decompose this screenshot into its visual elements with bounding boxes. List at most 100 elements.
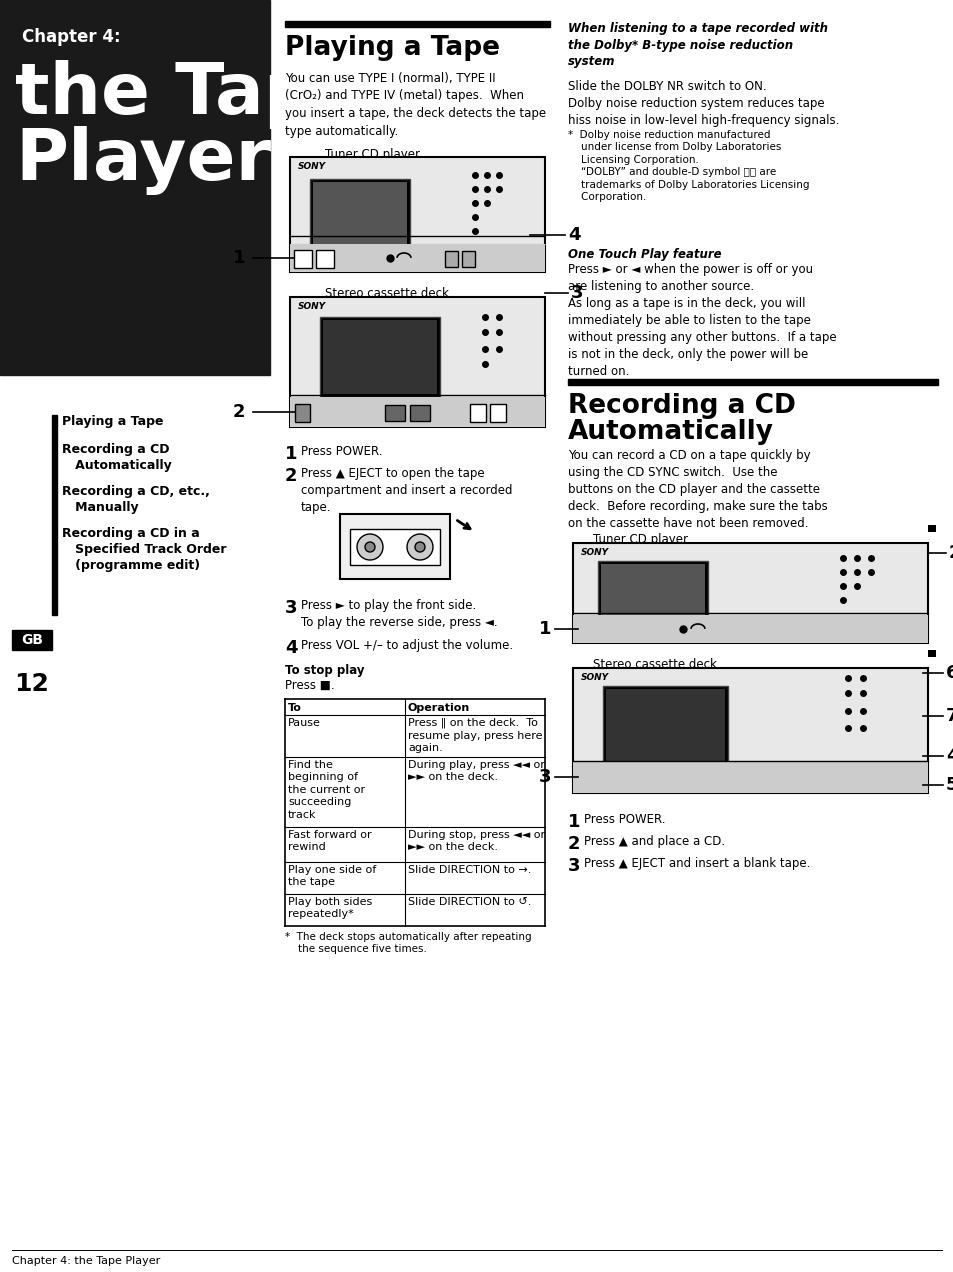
Bar (323, 321, 436, 394)
Text: Pause: Pause (288, 717, 320, 728)
Text: Recording a CD
Automatically: Recording a CD Automatically (567, 393, 795, 445)
Text: Chapter 4: the Tape Player: Chapter 4: the Tape Player (12, 1255, 160, 1266)
Text: Chapter 4:: Chapter 4: (22, 28, 120, 46)
Text: Find the
beginning of
the current or
succeeding
track: Find the beginning of the current or suc… (288, 759, 365, 819)
Text: *  Dolby noise reduction manufactured
    under license from Dolby Laboratories
: * Dolby noise reduction manufactured und… (567, 130, 809, 202)
Circle shape (365, 542, 375, 552)
Text: Press ‖ on the deck.  To
resume play, press here
again.: Press ‖ on the deck. To resume play, pre… (408, 717, 542, 753)
Text: the Tape
Player: the Tape Player (15, 60, 364, 196)
Bar (290, 296, 544, 427)
Text: 4: 4 (945, 747, 953, 764)
Bar (461, 251, 475, 267)
Text: 1: 1 (567, 813, 579, 831)
Circle shape (415, 542, 424, 552)
Text: You can record a CD on a tape quickly by
using the CD SYNC switch.  Use the
butt: You can record a CD on a tape quickly by… (567, 449, 827, 530)
Bar (927, 650, 935, 658)
Text: Press ▲ and place a CD.: Press ▲ and place a CD. (583, 834, 724, 848)
Bar (294, 404, 310, 422)
Bar (573, 761, 927, 792)
Bar (313, 182, 407, 244)
Bar (290, 156, 544, 272)
Text: 1: 1 (537, 619, 551, 639)
Text: Slide the DOLBY NR switch to ON.
Dolby noise reduction system reduces tape
hiss : Slide the DOLBY NR switch to ON. Dolby n… (567, 80, 839, 127)
Bar (567, 379, 937, 385)
Text: SONY: SONY (297, 301, 326, 310)
Text: Stereo cassette deck: Stereo cassette deck (325, 287, 449, 300)
Text: To: To (288, 703, 301, 714)
Text: 3: 3 (537, 768, 551, 786)
Text: Press POWER.: Press POWER. (301, 445, 382, 458)
Bar (490, 404, 505, 422)
Bar (290, 397, 544, 427)
Text: Press ► to play the front side.
To play the reverse side, press ◄.: Press ► to play the front side. To play … (301, 599, 497, 628)
Bar (605, 689, 724, 764)
Text: To stop play: To stop play (285, 664, 364, 677)
Text: Press VOL +/– to adjust the volume.: Press VOL +/– to adjust the volume. (301, 639, 513, 653)
Text: Play both sides
repeatedly*: Play both sides repeatedly* (288, 897, 372, 920)
Text: 7: 7 (945, 707, 953, 725)
Text: 1: 1 (233, 249, 245, 267)
Text: Fast forward or
rewind: Fast forward or rewind (288, 831, 372, 852)
Text: Press ■.: Press ■. (285, 679, 335, 692)
Text: SONY: SONY (580, 673, 608, 682)
Text: Playing a Tape: Playing a Tape (62, 415, 163, 427)
Bar (310, 179, 410, 247)
Text: Recording a CD, etc.,
   Manually: Recording a CD, etc., Manually (62, 485, 210, 514)
Text: Tuner CD player: Tuner CD player (325, 148, 419, 162)
Text: 3: 3 (567, 857, 579, 875)
Circle shape (407, 534, 433, 560)
Bar (319, 317, 439, 397)
Text: *  The deck stops automatically after repeating
    the sequence five times.: * The deck stops automatically after rep… (285, 932, 531, 954)
Bar (470, 404, 485, 422)
Text: Play one side of
the tape: Play one side of the tape (288, 865, 375, 888)
Text: 2: 2 (285, 467, 297, 485)
Bar (410, 404, 430, 421)
Bar (573, 614, 927, 644)
Text: When listening to a tape recorded with
the Dolby* B-type noise reduction
system: When listening to a tape recorded with t… (567, 22, 827, 67)
Bar (927, 525, 935, 532)
Text: Stereo cassette deck: Stereo cassette deck (593, 658, 716, 672)
Bar (52, 415, 57, 614)
Bar (315, 251, 334, 268)
Text: During play, press ◄◄ or
►► on the deck.: During play, press ◄◄ or ►► on the deck. (408, 759, 544, 782)
Text: Tuner CD player: Tuner CD player (593, 533, 687, 546)
Text: GB: GB (21, 633, 43, 647)
Text: 12: 12 (14, 672, 50, 696)
Bar (294, 251, 312, 268)
Text: 2: 2 (567, 834, 579, 854)
Text: 2: 2 (233, 403, 245, 421)
Text: Press ▲ EJECT to open the tape
compartment and insert a recorded
tape.: Press ▲ EJECT to open the tape compartme… (301, 467, 512, 514)
Text: 5: 5 (945, 776, 953, 794)
Text: Playing a Tape: Playing a Tape (285, 36, 499, 61)
Bar (598, 561, 707, 633)
Text: Recording a CD in a
   Specified Track Order
   (programme edit): Recording a CD in a Specified Track Orde… (62, 527, 226, 572)
Text: SONY: SONY (297, 162, 326, 170)
Bar (339, 514, 450, 579)
Text: You can use TYPE I (normal), TYPE II
(CrO₂) and TYPE IV (metal) tapes.  When
you: You can use TYPE I (normal), TYPE II (Cr… (285, 73, 545, 137)
Text: During stop, press ◄◄ or
►► on the deck.: During stop, press ◄◄ or ►► on the deck. (408, 831, 544, 852)
Text: Press ► or ◄ when the power is off or you
are listening to another source.
As lo: Press ► or ◄ when the power is off or yo… (567, 263, 836, 378)
Text: 4: 4 (285, 639, 297, 658)
Text: Slide DIRECTION to ↺.: Slide DIRECTION to ↺. (408, 897, 531, 907)
Bar (573, 668, 927, 792)
Text: One Touch Play feature: One Touch Play feature (567, 248, 720, 261)
Bar (0, 0, 270, 375)
Text: 4: 4 (567, 226, 579, 244)
Bar (600, 563, 704, 630)
Circle shape (356, 534, 382, 560)
Bar (350, 529, 439, 565)
Bar (602, 686, 727, 768)
Bar (285, 22, 550, 27)
Bar (444, 251, 457, 267)
Text: SONY: SONY (580, 548, 608, 557)
Text: Press POWER.: Press POWER. (583, 813, 665, 826)
Text: 3: 3 (571, 284, 583, 301)
Bar (12, 630, 52, 650)
Text: Operation: Operation (408, 703, 470, 714)
Text: 1: 1 (285, 445, 297, 463)
Text: 2: 2 (948, 544, 953, 562)
Bar (573, 543, 927, 644)
Bar (290, 244, 544, 272)
Text: Recording a CD
   Automatically: Recording a CD Automatically (62, 443, 172, 472)
Text: Press ▲ EJECT and insert a blank tape.: Press ▲ EJECT and insert a blank tape. (583, 857, 809, 870)
